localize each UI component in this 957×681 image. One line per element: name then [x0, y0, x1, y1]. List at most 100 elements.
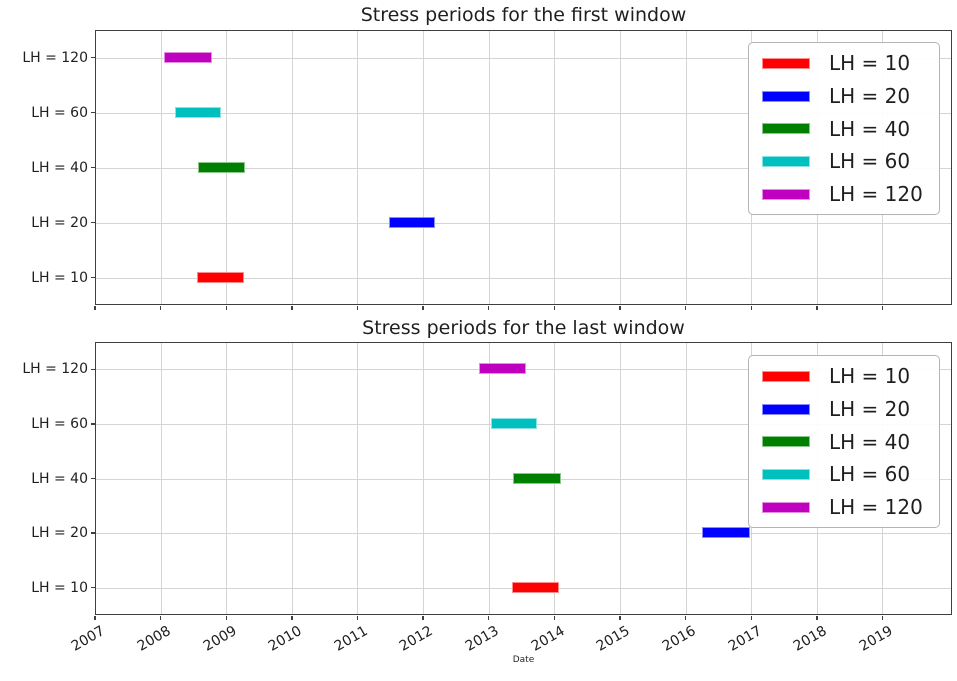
legend-label: LH = 20 — [829, 397, 911, 422]
y-tick-mark — [90, 276, 95, 279]
legend-swatch — [762, 90, 810, 102]
x-tick-mark — [225, 305, 227, 310]
x-tick-mark — [356, 305, 359, 310]
legend-item: LH = 10 — [762, 47, 926, 80]
axes-frame — [95, 30, 952, 305]
legend-label: LH = 20 — [829, 84, 911, 109]
y-tick-mark — [90, 423, 95, 425]
stress-bar-lh20 — [389, 216, 436, 228]
legend-label: LH = 40 — [829, 116, 911, 141]
x-tick-mark — [291, 305, 293, 310]
y-tick-mark — [90, 221, 95, 224]
x-tick-label: 2013 — [462, 623, 502, 655]
y-tick-label: LH = 10 — [31, 579, 88, 596]
y-tick-mark — [90, 56, 95, 59]
legend-item: LH = 120 — [762, 491, 926, 524]
legend-swatch — [762, 403, 810, 415]
stress-bar-lh60 — [174, 106, 222, 118]
x-tick-mark — [422, 615, 424, 620]
stress-bar-lh10 — [196, 271, 245, 283]
x-tick-mark — [750, 305, 752, 310]
y-tick-label: LH = 120 — [22, 361, 88, 378]
x-tick-mark — [881, 615, 884, 620]
gridline-horizontal — [95, 57, 952, 59]
gridline-horizontal — [95, 222, 952, 224]
stress-bar-lh20 — [701, 527, 750, 539]
y-tick-label: LH = 10 — [31, 269, 88, 286]
legend-label: LH = 60 — [829, 462, 911, 487]
x-tick-label: 2008 — [134, 623, 174, 655]
x-tick-mark — [488, 615, 490, 620]
x-tick-mark — [619, 615, 621, 620]
stress-bar-lh40 — [197, 161, 246, 173]
x-tick-label: 2018 — [790, 623, 830, 655]
y-tick-label: LH = 20 — [31, 525, 88, 542]
y-tick-label: LH = 60 — [31, 415, 88, 432]
y-tick-mark — [90, 587, 95, 589]
x-tick-mark — [94, 615, 96, 620]
x-tick-mark — [159, 305, 162, 310]
x-tick-mark — [816, 615, 818, 620]
x-tick-label: 2019 — [856, 623, 896, 655]
stress-bar-lh10 — [511, 581, 559, 593]
y-tick-mark — [90, 166, 95, 169]
x-tick-mark — [225, 615, 227, 620]
y-tick-label: LH = 40 — [31, 470, 88, 487]
stress-bar-lh60 — [490, 417, 538, 429]
x-tick-mark — [422, 305, 424, 310]
legend-swatch — [762, 123, 810, 135]
gridline-horizontal — [95, 277, 952, 279]
y-tick-mark — [90, 477, 95, 480]
stress-bar-lh120 — [479, 363, 526, 375]
y-tick-label: LH = 40 — [31, 159, 88, 176]
legend-swatch — [762, 57, 810, 69]
legend-swatch — [762, 370, 810, 382]
x-tick-mark — [553, 305, 556, 310]
legend-item: LH = 10 — [762, 360, 926, 393]
legend-label: LH = 10 — [829, 51, 911, 76]
x-tick-mark — [488, 305, 490, 310]
x-tick-mark — [94, 305, 96, 310]
legend-swatch — [762, 436, 810, 448]
y-tick-label: LH = 120 — [22, 49, 88, 66]
x-tick-label: 2012 — [397, 623, 437, 655]
legend-item: LH = 60 — [762, 145, 926, 178]
legend-label: LH = 120 — [829, 495, 923, 520]
x-tick-mark — [159, 615, 162, 620]
x-tick-mark — [881, 305, 884, 310]
legend-swatch — [762, 188, 810, 200]
x-tick-label: 2016 — [659, 623, 699, 655]
x-tick-mark — [684, 615, 687, 620]
legend: LH = 10 LH = 20 LH = 40 LH = 60 LH = 120 — [748, 42, 940, 216]
x-tick-mark — [553, 615, 556, 620]
chart-title-first-window: Stress periods for the first window — [360, 4, 687, 26]
legend-item: LH = 40 — [762, 425, 926, 458]
x-tick-label: 2007 — [69, 623, 108, 655]
stress-bar-lh40 — [513, 472, 562, 484]
x-tick-label: 2010 — [266, 623, 305, 655]
legend: LH = 10 LH = 20 LH = 40 LH = 60 LH = 120 — [748, 355, 940, 529]
gridline-horizontal — [95, 167, 952, 169]
x-tick-label: 2009 — [200, 623, 240, 655]
legend-label: LH = 10 — [829, 364, 911, 389]
x-tick-label: 2017 — [725, 623, 765, 655]
legend-label: LH = 40 — [829, 429, 911, 454]
x-tick-mark — [816, 305, 818, 310]
x-axis-label: Date — [512, 655, 535, 665]
y-tick-label: LH = 20 — [31, 214, 88, 231]
legend-item: LH = 20 — [762, 80, 926, 113]
chart-title-last-window: Stress periods for the last window — [362, 317, 685, 339]
y-tick-mark — [90, 111, 95, 114]
x-tick-label: 2014 — [528, 623, 568, 655]
legend-swatch — [762, 155, 810, 167]
x-tick-mark — [291, 615, 293, 620]
y-tick-mark — [90, 532, 95, 534]
legend-item: LH = 40 — [762, 112, 926, 145]
legend-item: LH = 120 — [762, 178, 926, 211]
legend-swatch — [762, 468, 810, 480]
x-tick-mark — [619, 305, 621, 310]
y-tick-mark — [90, 368, 95, 370]
stress-bar-lh120 — [163, 51, 213, 63]
legend-item: LH = 60 — [762, 458, 926, 491]
